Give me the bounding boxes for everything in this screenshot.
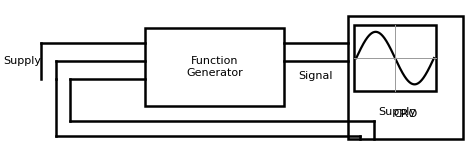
FancyBboxPatch shape	[354, 25, 437, 91]
Text: CRO: CRO	[393, 109, 418, 119]
Text: Signal: Signal	[299, 71, 333, 81]
Text: Supply: Supply	[378, 107, 416, 117]
Text: Supply: Supply	[4, 56, 42, 66]
FancyBboxPatch shape	[348, 16, 463, 139]
Text: Function
Generator: Function Generator	[186, 56, 243, 78]
FancyBboxPatch shape	[145, 28, 284, 106]
